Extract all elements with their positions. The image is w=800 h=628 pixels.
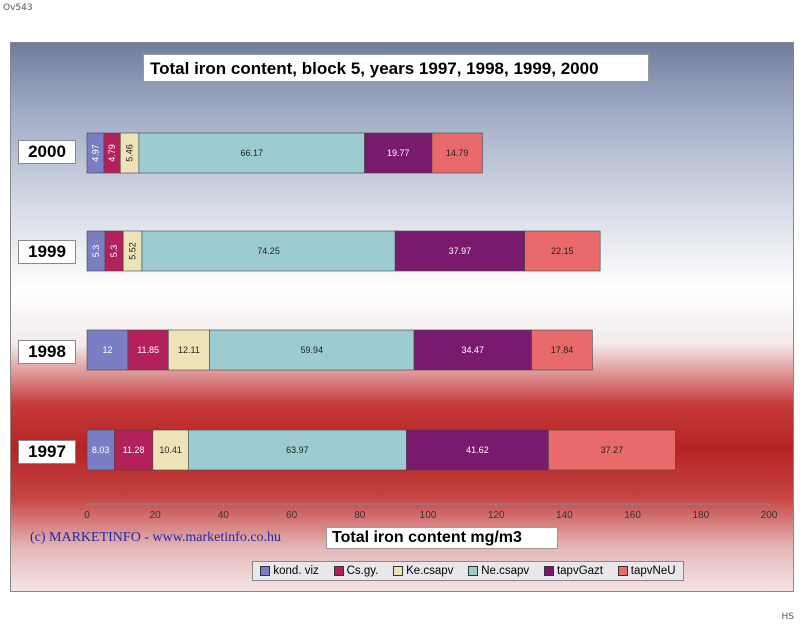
bar-value-label: 12.11 <box>178 345 200 355</box>
bar-value-label: 17.84 <box>551 345 574 355</box>
x-tick-label: 140 <box>556 510 573 521</box>
bar-segment <box>413 329 532 371</box>
bar-value-label: 5.3 <box>91 245 101 258</box>
corner-code-top-left: Ov543 <box>3 3 33 13</box>
x-tick-label: 100 <box>420 510 437 521</box>
legend-item: tapvNeU <box>617 565 676 577</box>
legend-swatch <box>260 566 271 576</box>
bar-segment <box>188 429 407 471</box>
legend-label: kond. viz <box>273 565 319 577</box>
bar-segment <box>141 230 396 272</box>
year-label-2000: 2000 <box>18 140 76 164</box>
bar-segment <box>127 329 169 371</box>
bar-value-label: 11.28 <box>123 445 145 455</box>
corner-code-bottom-right: HS <box>781 612 794 622</box>
x-tick-label: 60 <box>286 510 298 521</box>
legend-item: tapvGazt <box>543 565 603 577</box>
bar-value-label: 22.15 <box>551 246 574 256</box>
bar-segment <box>364 132 433 174</box>
bar-value-label: 37.97 <box>449 246 472 256</box>
legend-item: Ne.csapv <box>468 565 529 577</box>
x-tick-label: 180 <box>692 510 709 521</box>
chart-legend: kond. viz Cs.gy. Ke.csapv Ne.csapv tapvGazt t… <box>252 561 684 581</box>
bar-value-label: 37.27 <box>601 445 624 455</box>
legend-swatch <box>393 566 404 576</box>
bar-value-label: 5.3 <box>109 245 119 258</box>
legend-item: Cs.gy. <box>333 565 379 577</box>
bar-segment <box>431 132 483 174</box>
legend-label: tapvNeU <box>630 565 676 577</box>
copyright-credit: (c) MARKETINFO - www.marketinfo.co.hu <box>30 530 282 545</box>
bar-segment <box>524 230 601 272</box>
legend-swatch <box>543 566 554 576</box>
bar-value-label: 14.79 <box>446 148 469 158</box>
bar-segment <box>86 429 115 471</box>
x-tick-label: 20 <box>150 510 162 521</box>
year-label-1999: 1999 <box>18 240 76 264</box>
legend-swatch <box>333 566 344 576</box>
bar-value-label: 4.79 <box>107 144 117 162</box>
bar-segment <box>138 132 365 174</box>
bar-value-label: 5.46 <box>125 144 135 162</box>
legend-swatch <box>468 566 479 576</box>
bar-value-label: 41.62 <box>466 445 489 455</box>
bar-segment <box>209 329 415 371</box>
x-tick-label: 160 <box>624 510 641 521</box>
bar-value-label: 5.52 <box>128 242 138 260</box>
bar-value-label: 74.25 <box>257 246 280 256</box>
legend-label: tapvGazt <box>556 565 603 577</box>
year-label-1998: 1998 <box>18 340 76 364</box>
x-tick-label: 120 <box>488 510 505 521</box>
legend-item: kond. viz <box>260 565 319 577</box>
bar-value-label: 59.94 <box>301 345 324 355</box>
bar-value-label: 4.97 <box>90 144 100 162</box>
x-axis-title: Total iron content mg/m3 <box>326 527 558 549</box>
bar-segment <box>548 429 676 471</box>
x-tick-label: 40 <box>218 510 230 521</box>
bar-segment <box>406 429 549 471</box>
bar-value-label: 63.97 <box>286 445 309 455</box>
bar-segment <box>86 329 129 371</box>
legend-label: Cs.gy. <box>346 565 379 577</box>
x-tick-label: 0 <box>84 510 90 521</box>
legend-label: Ke.csapv <box>406 565 454 577</box>
x-tick-label: 200 <box>761 510 778 521</box>
year-label-1997: 1997 <box>18 440 76 464</box>
legend-swatch <box>617 566 628 576</box>
legend-item: Ke.csapv <box>393 565 453 577</box>
bar-value-label: 10.41 <box>159 445 182 455</box>
bar-segment <box>531 329 593 371</box>
legend-label: Ne.csapv <box>481 565 530 577</box>
bar-value-label: 19.77 <box>387 148 410 158</box>
bar-value-label: 66.17 <box>240 148 263 158</box>
chart-title: Total iron content, block 5, years 1997,… <box>143 54 649 82</box>
bar-segment <box>168 329 210 371</box>
bar-value-label: 8.03 <box>92 445 110 455</box>
bar-value-label: 11.85 <box>137 345 159 355</box>
x-tick-label: 80 <box>354 510 366 521</box>
bar-value-label: 34.47 <box>462 345 485 355</box>
bar-value-label: 12 <box>102 345 112 355</box>
